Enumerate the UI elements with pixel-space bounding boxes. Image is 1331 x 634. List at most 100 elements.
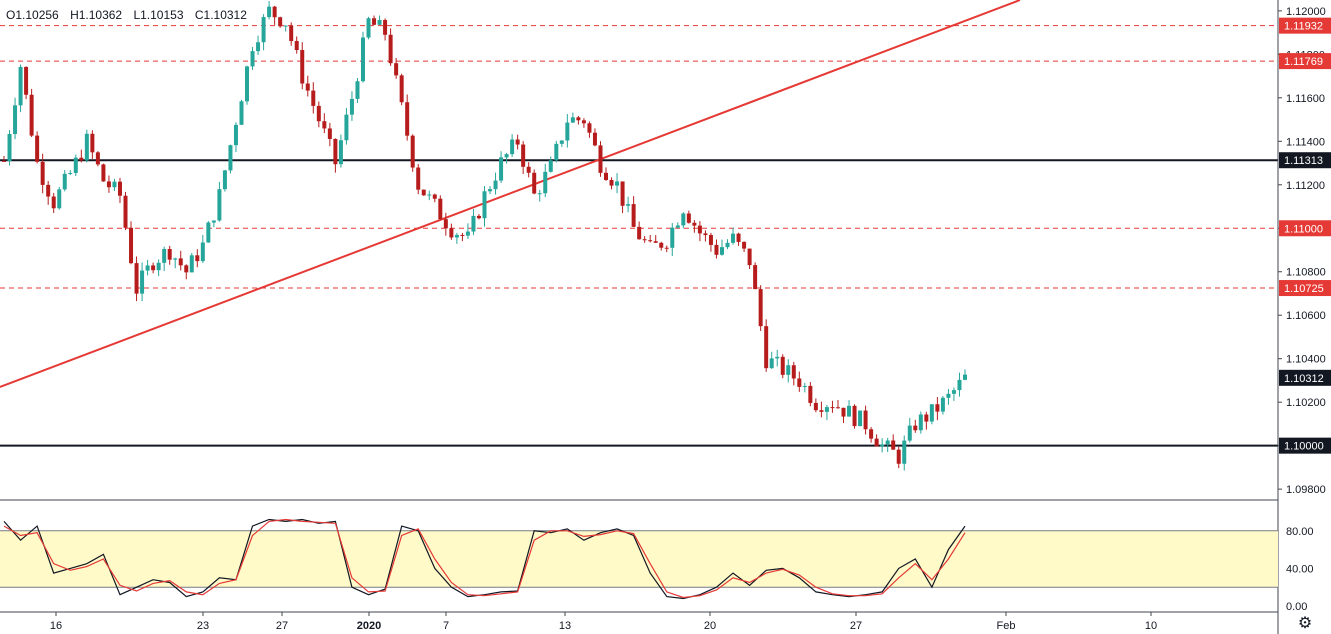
candle-body	[410, 135, 415, 168]
candle-body	[261, 17, 266, 43]
candle-body	[692, 222, 697, 226]
candle-body	[852, 405, 857, 427]
level-label: 1.10725	[1284, 283, 1324, 295]
candle-body	[195, 255, 200, 262]
candle-body	[521, 144, 526, 167]
candle-body	[178, 258, 183, 266]
candle-body	[106, 181, 111, 188]
level-label-bg	[1279, 280, 1331, 297]
candle-body	[913, 425, 918, 431]
candle-body	[421, 189, 426, 196]
candle-body	[256, 42, 261, 52]
candle-body	[769, 358, 774, 369]
candle-body	[101, 164, 106, 182]
candle-body	[880, 444, 885, 447]
candle-body	[681, 213, 686, 226]
candle-body	[587, 123, 592, 133]
time-tick-label: 16	[50, 620, 62, 632]
candle-body	[167, 248, 172, 260]
candle-body	[184, 265, 189, 273]
candle-body	[443, 219, 448, 229]
candle-body	[907, 425, 912, 441]
candle-body	[896, 449, 901, 464]
candle-body	[250, 51, 255, 67]
candle-body	[604, 172, 609, 181]
price-tick-label: 1.11600	[1286, 93, 1325, 105]
candle-body	[449, 228, 454, 238]
candle-body	[40, 161, 45, 185]
candle-body	[515, 139, 520, 145]
candle-body	[504, 154, 509, 158]
candle-body	[416, 167, 421, 190]
candle-body	[858, 410, 863, 427]
candle-body	[493, 180, 498, 190]
candle-body	[267, 6, 272, 18]
candle-body	[863, 410, 868, 430]
candle-body	[278, 17, 283, 27]
candle-body	[35, 135, 40, 162]
candle-body	[173, 258, 178, 260]
candle-body	[830, 407, 835, 409]
candle-body	[813, 402, 818, 411]
candle-body	[648, 240, 653, 242]
candle-body	[294, 41, 299, 51]
candle-body	[686, 213, 691, 223]
candle-body	[360, 37, 365, 82]
candle-body	[471, 215, 476, 232]
candle-body	[344, 114, 349, 141]
candle-body	[802, 385, 807, 387]
candle-body	[13, 105, 18, 134]
candle-body	[156, 262, 161, 271]
candle-body	[791, 365, 796, 379]
candle-body	[576, 117, 581, 121]
time-tick-label: Feb	[997, 620, 1016, 632]
gear-icon[interactable]: ⚙	[1297, 615, 1313, 632]
candle-body	[29, 94, 34, 136]
price-tick-label: 1.10800	[1286, 267, 1326, 279]
candle-body	[383, 19, 388, 35]
candle-body	[57, 189, 62, 209]
candle-body	[399, 75, 404, 103]
candle-body	[957, 379, 962, 391]
level-label-bg	[1279, 437, 1331, 454]
candle-body	[731, 233, 736, 243]
candle-body	[510, 139, 515, 155]
level-label-bg	[1279, 17, 1331, 34]
candle-body	[797, 378, 802, 387]
stochastic-band	[0, 530, 1278, 588]
candle-body	[631, 204, 636, 227]
level-label: 1.11932	[1284, 21, 1323, 33]
candle-body	[476, 215, 481, 219]
time-tick-label: 27	[850, 620, 862, 632]
candle-body	[338, 140, 343, 165]
candle-body	[73, 157, 78, 173]
stoch-tick-label: 0.00	[1286, 601, 1307, 613]
candle-body	[742, 241, 747, 249]
candle-body	[670, 227, 675, 248]
candle-body	[62, 173, 67, 190]
candle-body	[18, 66, 23, 106]
candle-body	[129, 227, 134, 264]
candle-body	[537, 193, 542, 195]
candle-body	[819, 410, 824, 412]
level-label: 1.11313	[1284, 155, 1323, 167]
candle-body	[95, 152, 100, 165]
candle-body	[747, 248, 752, 266]
price-pane	[0, 0, 1278, 501]
candle-body	[869, 429, 874, 439]
candle-body	[394, 63, 399, 76]
candle-body	[847, 405, 852, 417]
candle-body	[620, 181, 625, 206]
candle-body	[211, 220, 216, 223]
candle-body	[499, 157, 504, 181]
candle-body	[405, 102, 410, 136]
candle-body	[454, 234, 459, 238]
last-price-label: 1.10312	[1284, 373, 1324, 385]
time-tick-label: 23	[197, 620, 209, 632]
candle-body	[145, 265, 150, 271]
candle-body	[134, 263, 139, 294]
candle-body	[592, 132, 597, 146]
trendline	[0, 0, 1021, 388]
candle-body	[664, 247, 669, 249]
